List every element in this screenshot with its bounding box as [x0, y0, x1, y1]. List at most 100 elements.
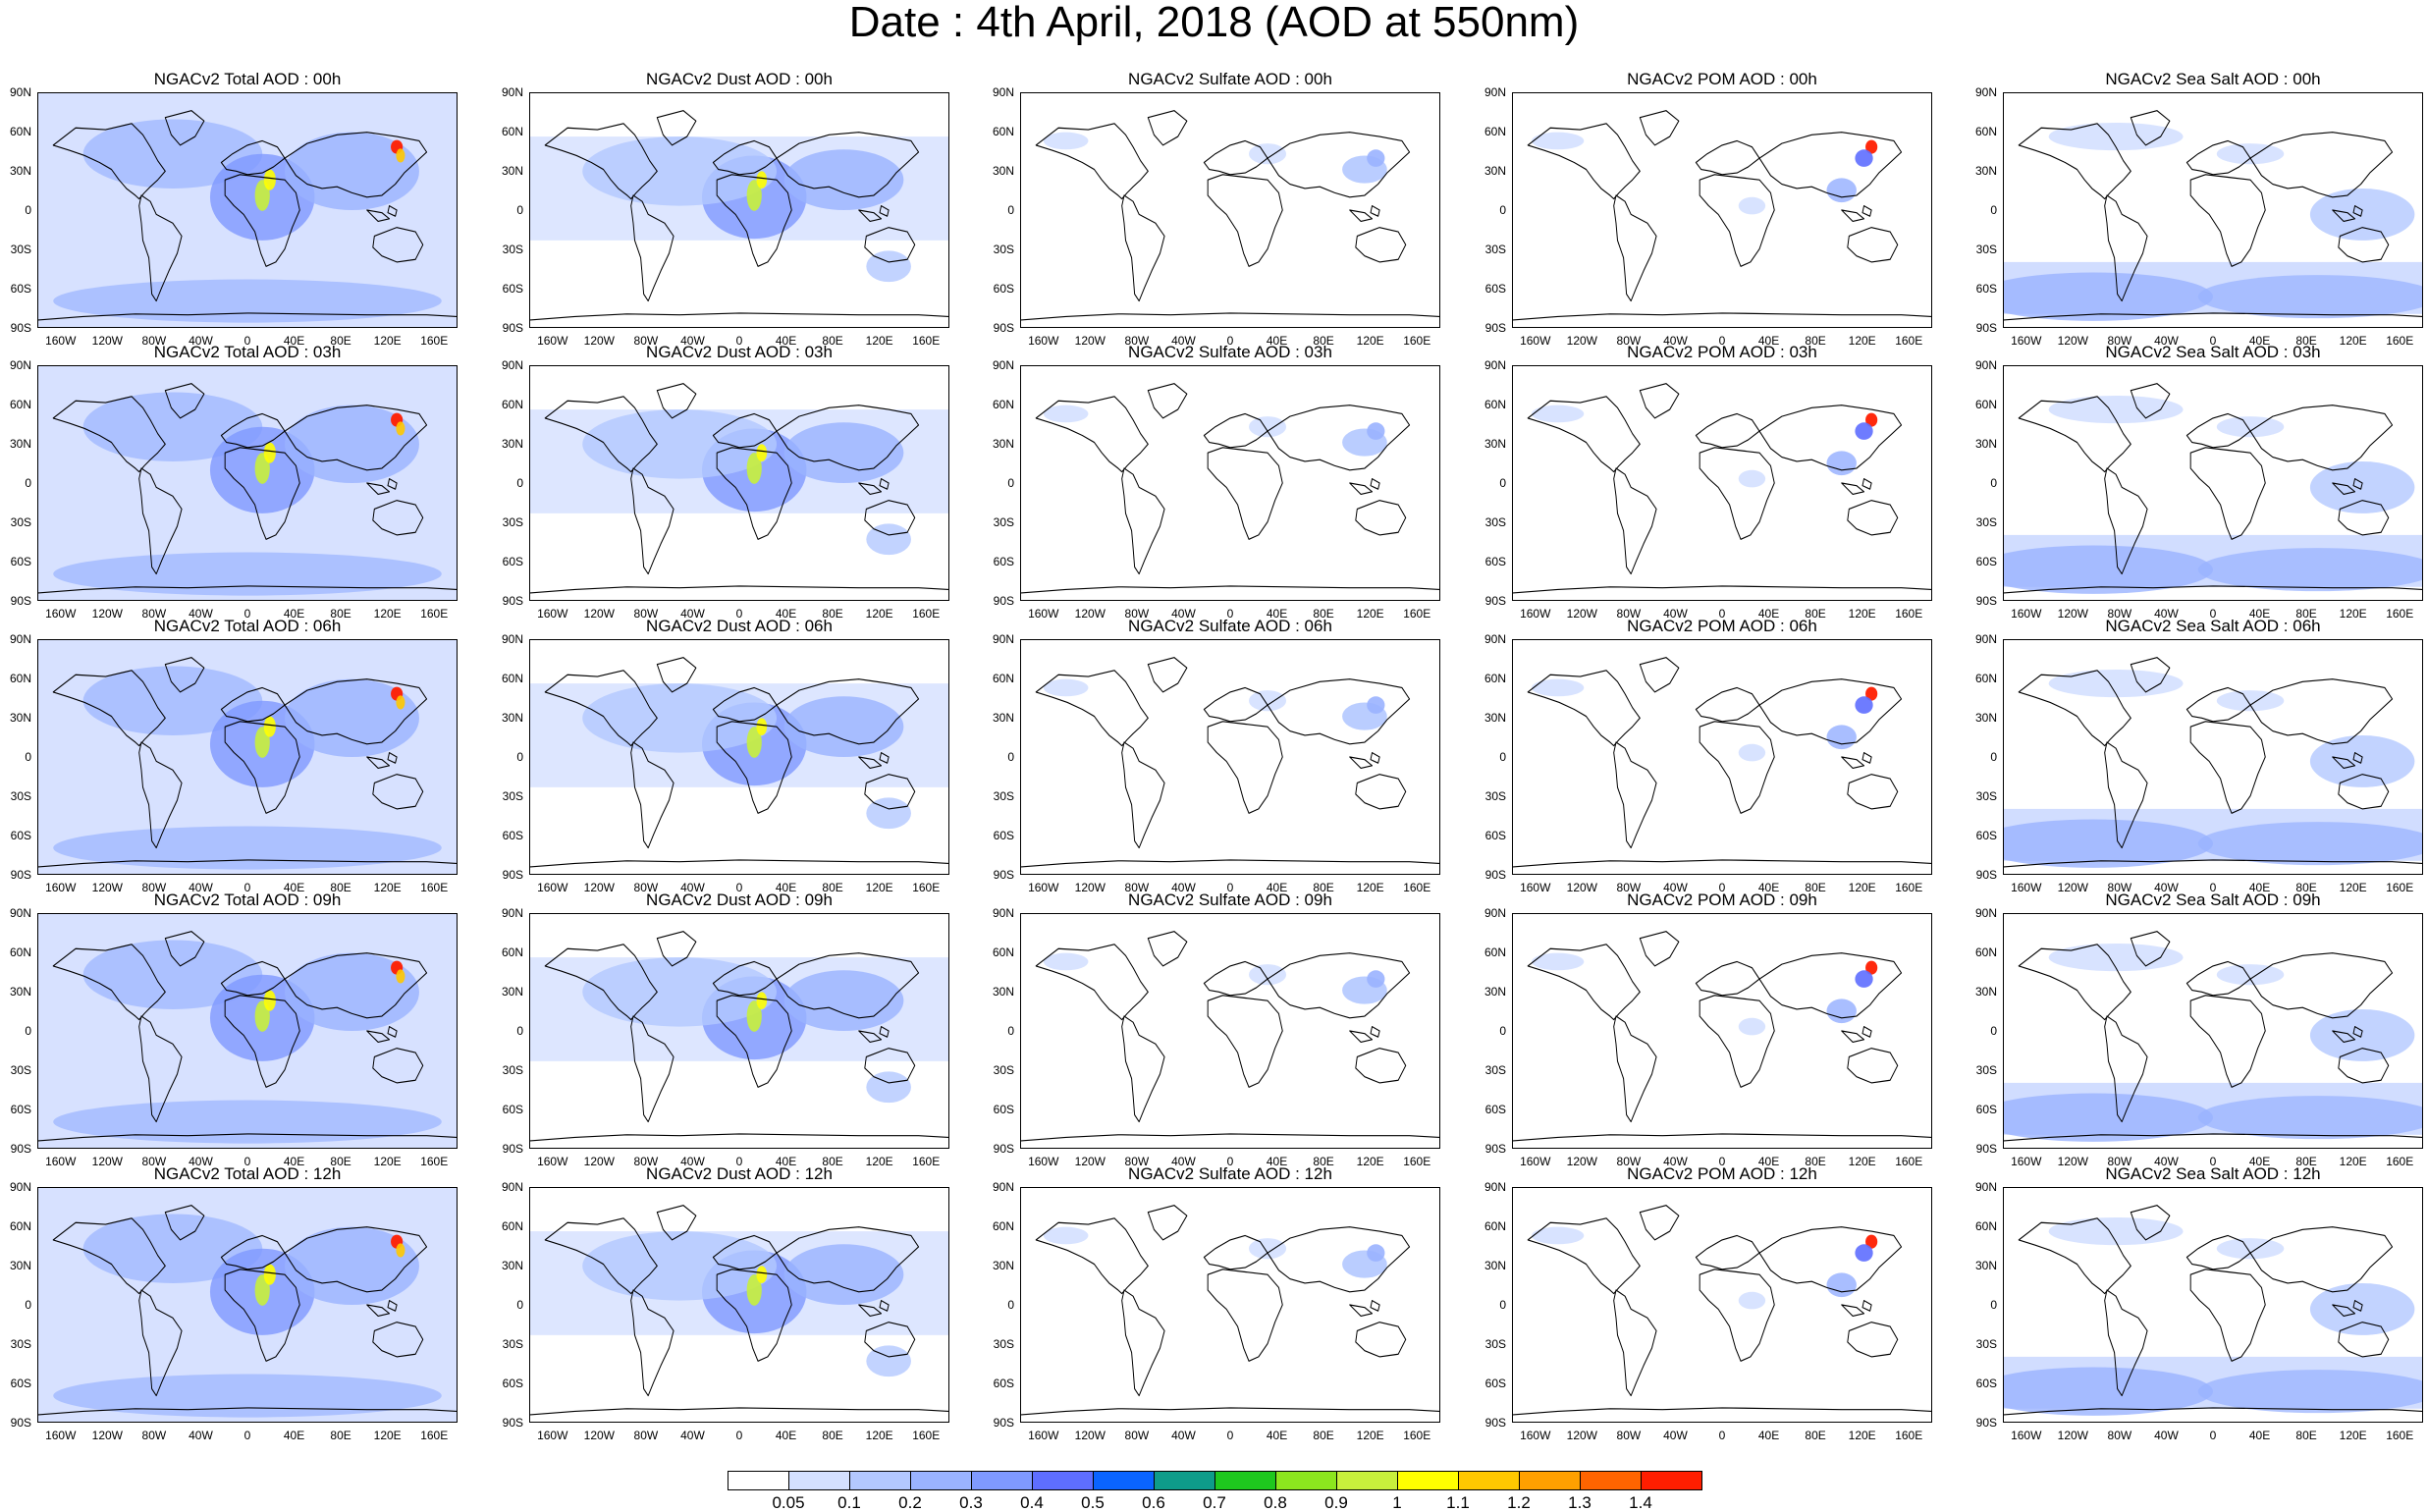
map-panel-total: NGACv2 Total AOD : 09h 90N 60N 30N 0 30S 60S 90…: [0, 886, 495, 1176]
lon-tick-label: 160W: [1520, 881, 1551, 894]
lon-tick-label: 80E: [330, 334, 351, 348]
lat-tick-label: 30N: [501, 985, 523, 999]
colorbar-tick-label: 0.1: [837, 1493, 861, 1512]
lon-tick-label: 80E: [1313, 607, 1334, 621]
lon-tick-label: 160E: [912, 334, 941, 348]
lon-tick-label: 120W: [1566, 881, 1597, 894]
colorbar-cell: [1214, 1471, 1276, 1490]
aod-shading: [1865, 686, 1878, 701]
aod-shading: [1738, 196, 1766, 215]
aod-shading: [1249, 416, 1287, 438]
lat-tick-label: 90N: [1974, 358, 1997, 372]
lat-tick-label: 60N: [501, 125, 523, 138]
lon-tick-label: 80W: [1124, 607, 1150, 621]
lat-tick-label: 30N: [1974, 711, 1997, 725]
lat-tick-label: 30S: [1484, 1337, 1506, 1351]
lat-tick-label: 60N: [1974, 125, 1997, 138]
panel-title: NGACv2 Total AOD : 12h: [153, 1164, 342, 1183]
aod-shading: [1865, 412, 1878, 427]
aod-shading: [396, 421, 405, 436]
lat-tick-label: 60S: [993, 1377, 1014, 1390]
lon-tick-label: 0: [735, 1155, 743, 1168]
lon-tick-label: 40W: [1171, 334, 1196, 348]
lat-tick-label: 60N: [501, 945, 523, 959]
map-panel-dust: NGACv2 Dust AOD : 12h 90N 60N 30N 0 30S 60S 90S…: [492, 1160, 987, 1450]
lat-tick-label: 90S: [993, 1416, 1014, 1430]
lon-tick-label: 40W: [2154, 334, 2179, 348]
lon-tick-label: 40E: [1757, 1155, 1780, 1168]
aod-shading: [1043, 1226, 1089, 1245]
lon-tick-label: 80E: [2295, 881, 2317, 894]
lon-tick-label: 40W: [189, 881, 213, 894]
panel-title: NGACv2 Sea Salt AOD : 12h: [2105, 1164, 2321, 1183]
lat-tick-label: 60S: [502, 1377, 523, 1390]
aod-shading: [396, 969, 405, 984]
lon-tick-label: 120E: [1848, 607, 1876, 621]
lat-tick-label: 30N: [1974, 164, 1997, 178]
world-map: [1512, 1187, 1932, 1423]
lat-tick-label: 30N: [1484, 711, 1506, 725]
aod-shading: [1738, 469, 1766, 488]
panel-title: NGACv2 Dust AOD : 03h: [646, 343, 833, 361]
panel-title: NGACv2 Dust AOD : 09h: [646, 891, 833, 909]
lon-tick-label: 40W: [189, 1429, 213, 1442]
map-panel-seasalt: NGACv2 Sea Salt AOD : 03h 90N 60N 30N 0 30S 60…: [1966, 338, 2428, 628]
lat-tick-label: 30S: [1975, 1337, 1997, 1351]
map-panel-dust: NGACv2 Dust AOD : 09h 90N 60N 30N 0 30S 60S 90S…: [492, 886, 987, 1176]
map-panel-pom: NGACv2 POM AOD : 00h 90N 60N 30N 0 30S 60S 90S 1…: [1475, 65, 1969, 355]
lon-tick-label: 120W: [1566, 1155, 1597, 1168]
colorbar-tick-label: 1.4: [1629, 1493, 1652, 1512]
lon-tick-label: 80W: [633, 1155, 659, 1168]
lat-tick-label: 60N: [1484, 125, 1506, 138]
lon-tick-label: 160E: [1403, 607, 1431, 621]
map-panel-total: NGACv2 Total AOD : 00h 90N 60N 30N 0 30S 60S 90…: [0, 65, 495, 355]
aod-shading: [53, 826, 442, 870]
lon-tick-label: 40E: [2248, 881, 2271, 894]
lon-tick-label: 160E: [912, 607, 941, 621]
aod-shading: [2004, 819, 2213, 868]
lon-tick-label: 120E: [373, 1429, 402, 1442]
lat-tick-label: 0: [1990, 750, 1997, 764]
lon-tick-label: 120E: [1356, 1155, 1384, 1168]
aod-shading: [1532, 678, 1585, 697]
lat-tick-label: 30N: [992, 1259, 1014, 1272]
lon-tick-label: 80W: [2107, 1155, 2132, 1168]
lon-tick-label: 160W: [537, 334, 568, 348]
lat-tick-label: 60N: [1484, 672, 1506, 685]
panel-title: NGACv2 Total AOD : 00h: [153, 70, 342, 88]
lat-tick-label: 90N: [501, 85, 523, 99]
lat-tick-label: 60S: [1484, 555, 1506, 568]
lon-tick-label: 40E: [1266, 1429, 1288, 1442]
lat-tick-label: 60S: [993, 555, 1014, 568]
world-map: [37, 92, 458, 328]
lat-tick-label: 60N: [992, 125, 1014, 138]
lat-tick-label: 0: [25, 750, 31, 764]
lon-tick-label: 120W: [1566, 1429, 1597, 1442]
lat-tick-label: 60N: [9, 398, 31, 411]
aod-shading: [1826, 1272, 1857, 1298]
lat-tick-label: 30N: [501, 164, 523, 178]
aod-shading: [1826, 451, 1857, 476]
lon-tick-label: 120W: [91, 334, 123, 348]
aod-shading: [396, 148, 405, 163]
aod-shading: [2004, 272, 2213, 321]
lon-tick-label: 40E: [283, 881, 305, 894]
lon-tick-label: 40E: [283, 1155, 305, 1168]
aod-shading: [396, 695, 405, 710]
lon-tick-label: 0: [2209, 1155, 2217, 1168]
lat-tick-label: 30N: [9, 437, 31, 451]
aod-shading: [582, 136, 778, 206]
lat-tick-label: 90S: [502, 1416, 523, 1430]
lon-tick-label: 80E: [2295, 607, 2317, 621]
map-panel-seasalt: NGACv2 Sea Salt AOD : 00h 90N 60N 30N 0 30S 60…: [1966, 65, 2428, 355]
lon-tick-label: 40W: [1663, 1429, 1688, 1442]
lat-tick-label: 30S: [502, 1063, 523, 1077]
map-panel-sulfate: NGACv2 Sulfate AOD : 03h 90N 60N 30N 0 30S 60S…: [983, 338, 1478, 628]
lat-tick-label: 60S: [502, 829, 523, 842]
aod-shading: [756, 444, 768, 461]
lat-tick-label: 60N: [501, 398, 523, 411]
lat-tick-label: 60N: [992, 1219, 1014, 1233]
lon-tick-label: 160W: [45, 607, 77, 621]
panel-title: NGACv2 POM AOD : 03h: [1627, 343, 1817, 361]
